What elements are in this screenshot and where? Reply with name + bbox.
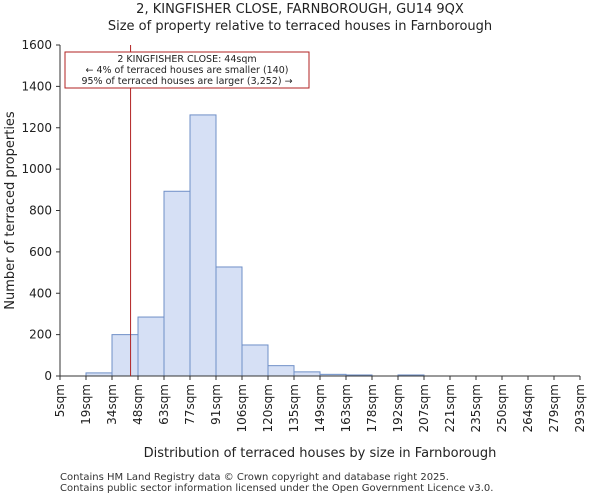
marker-group: 2 KINGFISHER CLOSE: 44sqm← 4% of terrace… xyxy=(64,45,310,376)
y-tick-label: 400 xyxy=(29,286,52,300)
x-tick-label: 135sqm xyxy=(287,384,301,432)
bar-34sqm xyxy=(111,334,139,377)
y-axis-title: Number of terraced properties xyxy=(3,111,18,310)
annotation-box xyxy=(64,51,310,89)
y-tick-label: 1600 xyxy=(21,38,52,52)
annotation-line-2: ← 4% of terraced houses are smaller (140… xyxy=(85,65,288,76)
x-tick-label: 279sqm xyxy=(547,384,561,432)
bar-91sqm xyxy=(215,266,243,377)
footer-line-2: Contains public sector information licen… xyxy=(60,483,494,494)
y-tick-label: 1200 xyxy=(21,121,52,135)
x-tick-label: 63sqm xyxy=(157,384,171,425)
x-tick-label: 91sqm xyxy=(209,384,223,425)
footer-line-1: Contains HM Land Registry data © Crown c… xyxy=(60,472,449,483)
annotation-line-1: 2 KINGFISHER CLOSE: 44sqm xyxy=(117,54,256,65)
bar-135sqm xyxy=(293,371,321,377)
bar-106sqm xyxy=(241,344,269,377)
x-tick-label: 293sqm xyxy=(573,384,587,432)
bar-63sqm xyxy=(163,190,191,377)
x-tick-label: 19sqm xyxy=(79,384,93,425)
bar-48sqm xyxy=(137,316,165,377)
x-tick-label: 192sqm xyxy=(391,384,405,432)
x-tick-label: 106sqm xyxy=(235,384,249,432)
x-tick-label: 77sqm xyxy=(183,384,197,425)
annotation-line-3: 95% of terraced houses are larger (3,252… xyxy=(81,76,292,87)
x-tick-label: 5sqm xyxy=(53,384,67,417)
y-tick-label: 0 xyxy=(44,369,52,383)
axes-group: 0 200 400 600 800 1000 1200 1400 1600 5sqm 19sqm 34… xyxy=(3,38,587,461)
y-tick-label: 1400 xyxy=(21,79,52,93)
chart-title: 2, KINGFISHER CLOSE, FARNBOROUGH, GU14 9… xyxy=(136,2,464,17)
x-tick-label: 207sqm xyxy=(417,384,431,432)
x-tick-label: 120sqm xyxy=(261,384,275,432)
x-tick-label: 264sqm xyxy=(521,384,535,432)
bar-120sqm xyxy=(267,365,295,377)
x-tick-label: 250sqm xyxy=(495,384,509,432)
y-tick-label: 800 xyxy=(29,204,52,218)
x-tick-label: 149sqm xyxy=(313,384,327,432)
y-tick-label: 600 xyxy=(29,245,52,259)
x-tick-label: 163sqm xyxy=(339,384,353,432)
y-tick-label: 1000 xyxy=(21,162,52,176)
x-tick-label: 178sqm xyxy=(365,384,379,432)
bar-77sqm xyxy=(189,114,217,377)
x-axis-title: Distribution of terraced houses by size … xyxy=(144,446,497,461)
x-tick-label: 235sqm xyxy=(469,384,483,432)
x-tick-label: 34sqm xyxy=(105,384,119,425)
x-tick-label: 48sqm xyxy=(131,384,145,425)
y-tick-label: 200 xyxy=(29,328,52,342)
chart-subtitle: Size of property relative to terraced ho… xyxy=(107,19,493,34)
x-tick-label: 221sqm xyxy=(443,384,457,432)
bars-group xyxy=(85,114,425,377)
